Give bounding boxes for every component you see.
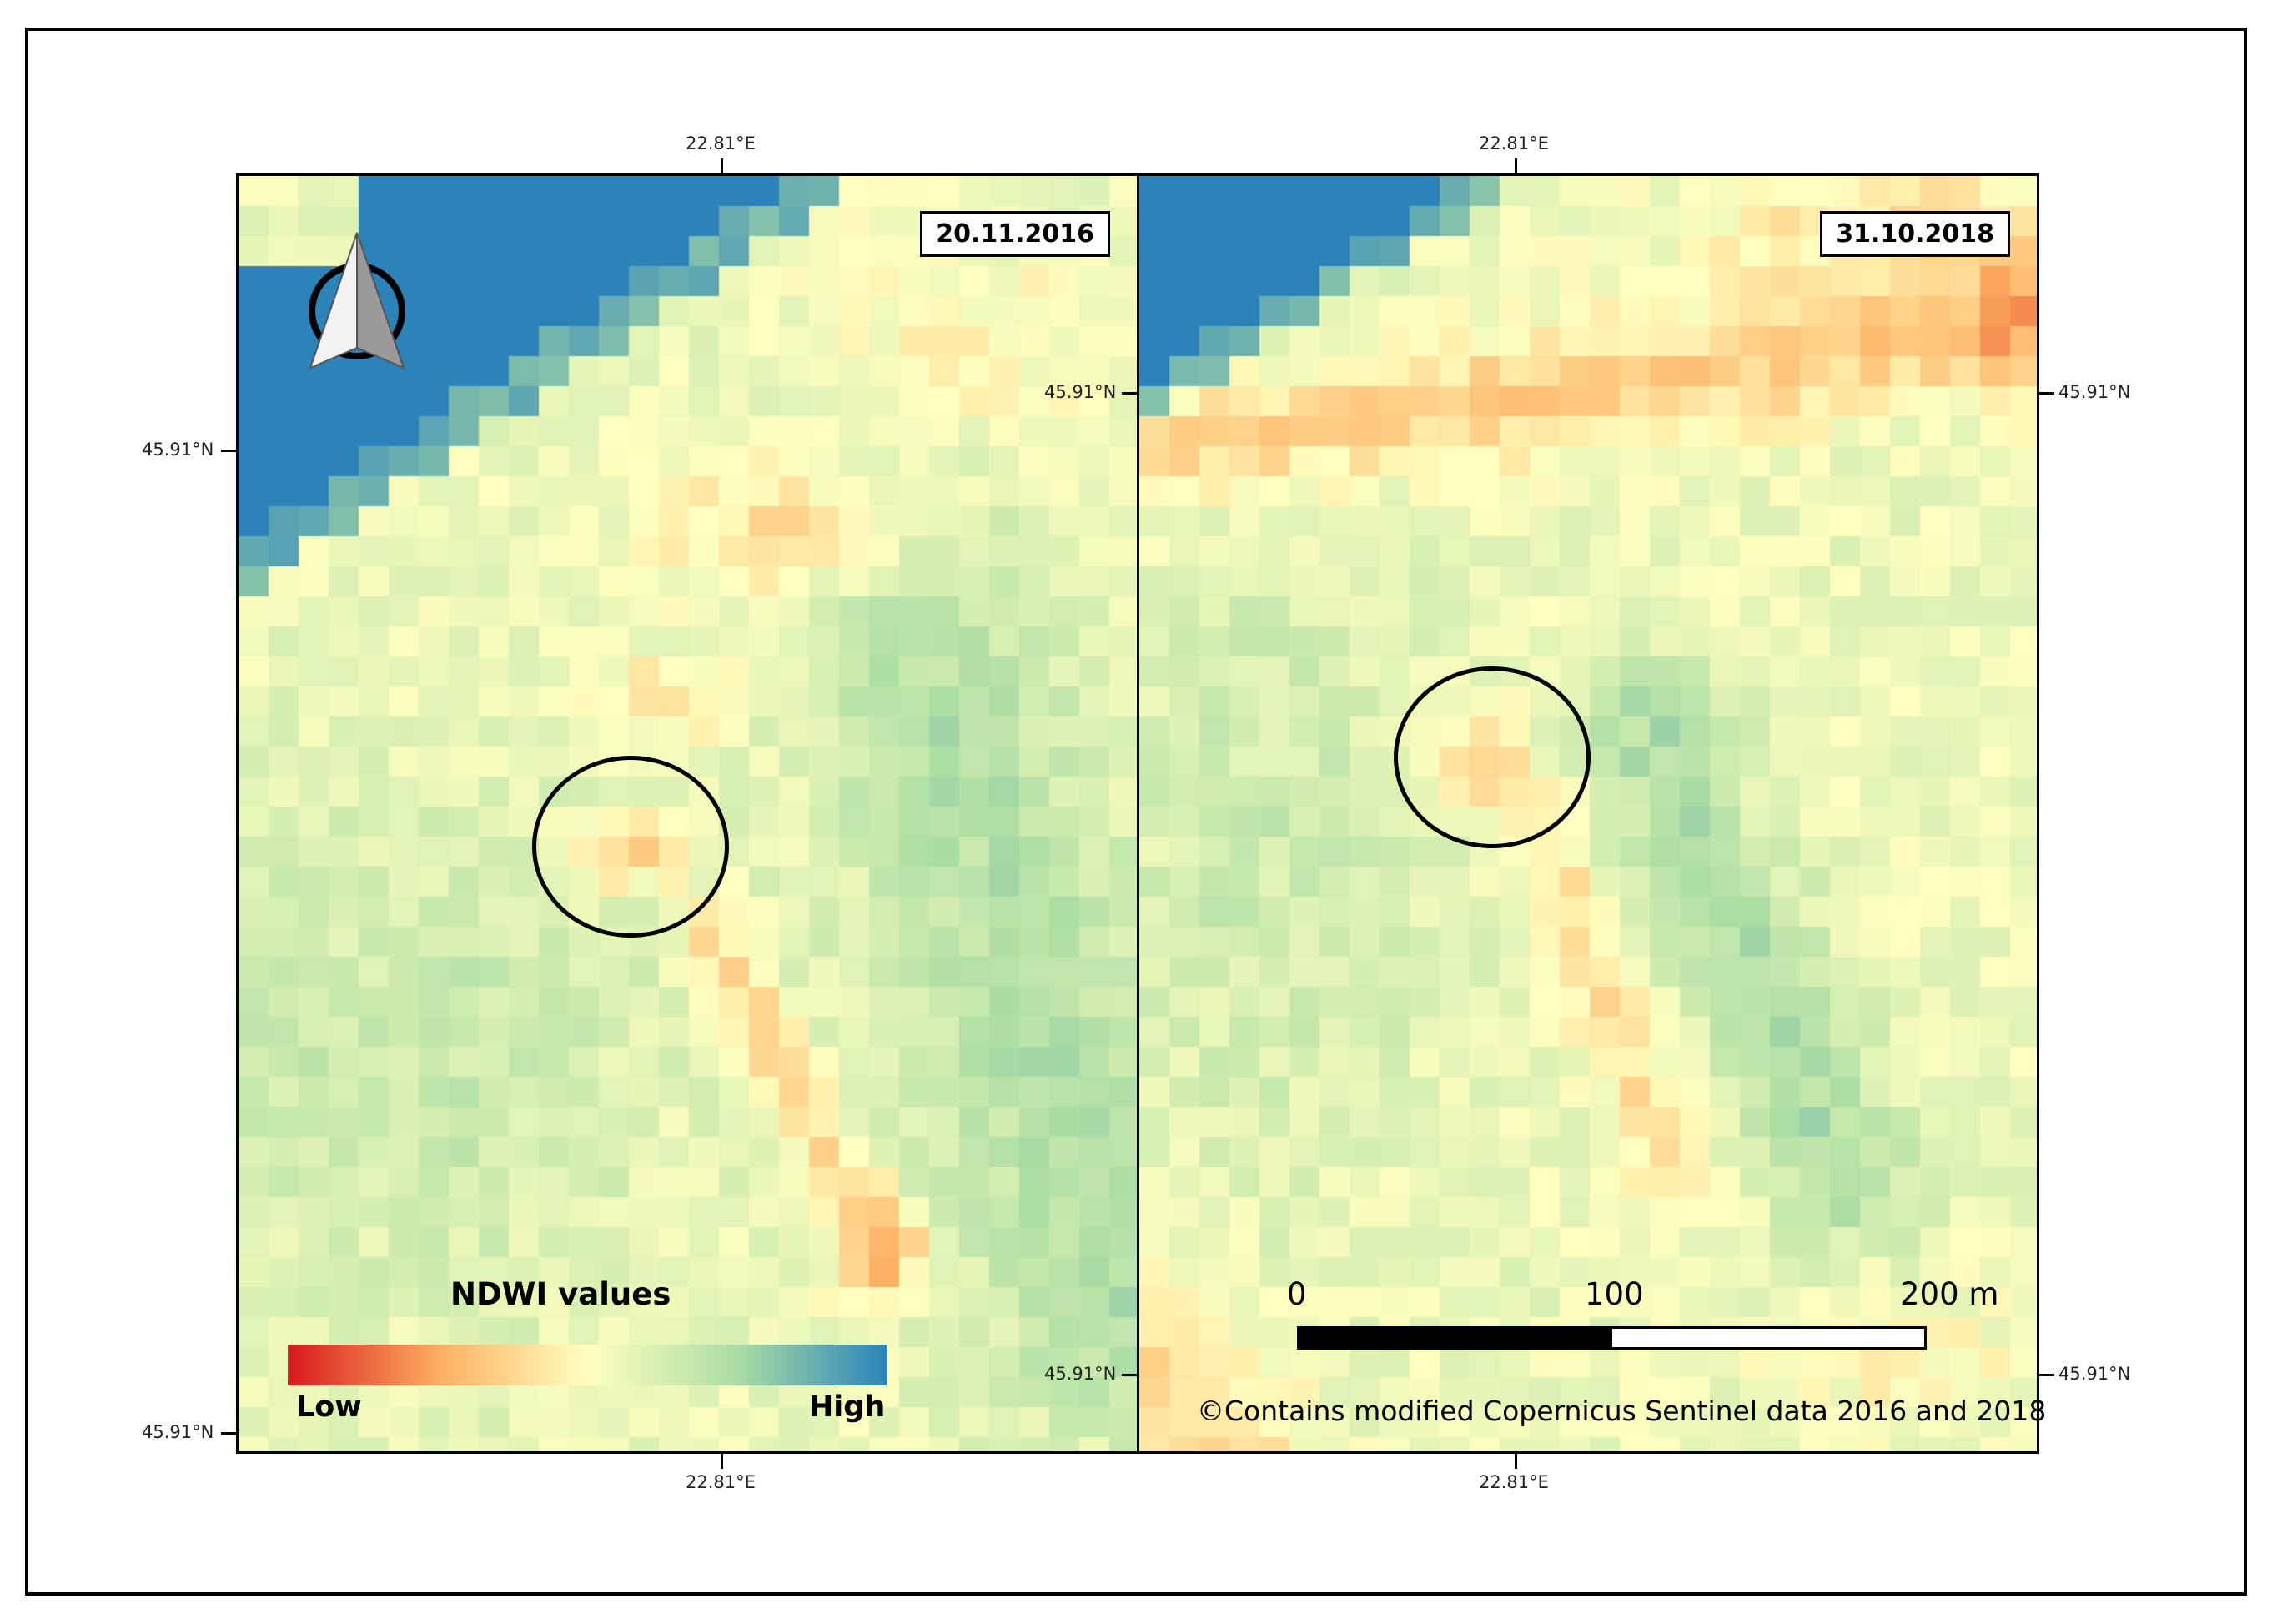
map-panel-2016: 20.11.2016 <box>236 173 1139 1454</box>
scale-label-100: 100 <box>1585 1276 1644 1312</box>
map-frame <box>25 28 2247 1596</box>
lat-tick-right-upper <box>2039 392 2054 395</box>
scale-label-200: 200 m <box>1900 1276 1999 1312</box>
bottom-lon-tick-left <box>721 1454 723 1469</box>
legend-high-label: High <box>809 1390 886 1424</box>
legend-color-ramp <box>288 1345 887 1385</box>
lat-tick-mid-lower <box>1122 1374 1137 1376</box>
lat-label-mid-upper: 45.91°N <box>1044 382 1117 402</box>
date-label-2018: 31.10.2018 <box>1820 211 2010 257</box>
date-label-2016: 20.11.2016 <box>920 211 1110 257</box>
scale-label-0: 0 <box>1287 1276 1307 1312</box>
lat-label-left-lower: 45.91°N <box>142 1422 214 1442</box>
top-lon-tick-left <box>721 158 723 173</box>
lat-tick-right-lower <box>2039 1374 2054 1376</box>
lat-label-right-lower: 45.91°N <box>2058 1364 2131 1384</box>
map-panel-2018: 31.10.2018 <box>1137 173 2039 1454</box>
legend-low-label: Low <box>296 1390 362 1424</box>
highlight-circle-2016 <box>532 756 729 938</box>
highlight-circle-2018 <box>1394 666 1591 848</box>
scale-bar-black-segment <box>1299 1329 1612 1347</box>
top-lon-label-right: 22.81°E <box>1479 133 1549 153</box>
lat-label-mid-lower: 45.91°N <box>1044 1364 1117 1384</box>
top-lon-tick-right <box>1515 158 1517 173</box>
data-credit: ©Contains modified Copernicus Sentinel d… <box>1197 1395 2047 1427</box>
scale-bar <box>1297 1326 1927 1350</box>
ndwi-raster-2018 <box>1139 176 2037 1451</box>
north-arrow-icon <box>309 232 405 370</box>
top-lon-label-left: 22.81°E <box>686 133 756 153</box>
lat-label-right-upper: 45.91°N <box>2058 382 2131 402</box>
lat-tick-left-lower <box>221 1432 236 1435</box>
legend-title: NDWI values <box>450 1276 671 1312</box>
lat-tick-mid-upper <box>1122 392 1137 395</box>
lat-label-left-upper: 45.91°N <box>142 440 214 460</box>
lat-tick-left-upper <box>221 450 236 452</box>
bottom-lon-tick-right <box>1515 1454 1517 1469</box>
bottom-lon-label-right: 22.81°E <box>1479 1472 1549 1492</box>
bottom-lon-label-left: 22.81°E <box>686 1472 756 1492</box>
